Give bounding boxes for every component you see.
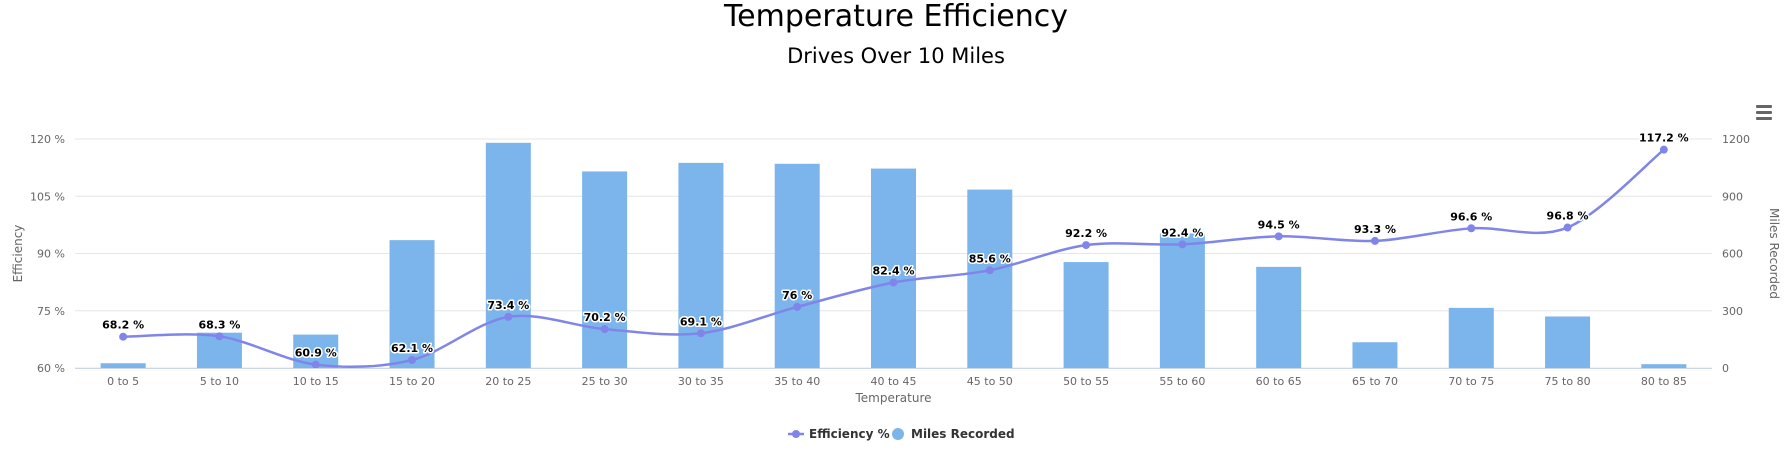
x-tick-label: 35 to 40 — [774, 375, 820, 388]
line-point[interactable] — [1467, 224, 1476, 233]
data-label: 68.2 % — [102, 319, 144, 332]
data-label: 92.4 % — [1161, 226, 1203, 239]
line-point[interactable] — [1563, 223, 1572, 232]
y-left-tick-label: 105 % — [30, 190, 65, 203]
x-tick-label: 70 to 75 — [1448, 375, 1494, 388]
legend-bar-symbol — [892, 428, 904, 440]
bar[interactable] — [1641, 364, 1687, 368]
bar[interactable] — [100, 363, 146, 368]
data-label: 76 % — [782, 289, 812, 302]
legend-label: Miles Recorded — [911, 427, 1015, 441]
x-tick-label: 20 to 25 — [485, 375, 531, 388]
y-left-tick-label: 120 % — [30, 133, 65, 146]
line-point[interactable] — [793, 302, 802, 311]
line-point[interactable] — [215, 332, 224, 341]
bar[interactable] — [1063, 262, 1109, 368]
y-left-tick-label: 60 % — [37, 362, 65, 375]
y-right-tick-label: 1200 — [1722, 133, 1750, 146]
bar[interactable] — [1159, 233, 1205, 368]
y-left-tick-label: 75 % — [37, 305, 65, 318]
y-left-tick-label: 90 % — [37, 248, 65, 261]
x-tick-label: 45 to 50 — [967, 375, 1013, 388]
x-tick-label: 5 to 10 — [200, 375, 239, 388]
line-point[interactable] — [696, 329, 705, 338]
line-point[interactable] — [1659, 145, 1668, 154]
data-label: 94.5 % — [1258, 218, 1300, 231]
data-label: 93.3 % — [1354, 223, 1396, 236]
data-label: 69.1 % — [680, 315, 722, 328]
line-point[interactable] — [889, 278, 898, 287]
bar[interactable] — [1352, 342, 1398, 368]
bar[interactable] — [774, 163, 820, 368]
line-point[interactable] — [408, 355, 417, 364]
x-tick-label: 65 to 70 — [1352, 375, 1398, 388]
y-right-tick-label: 300 — [1722, 305, 1743, 318]
line-point[interactable] — [119, 332, 128, 341]
data-label: 62.1 % — [391, 342, 433, 355]
line-point[interactable] — [1178, 240, 1187, 249]
x-tick-label: 10 to 15 — [293, 375, 339, 388]
data-label: 96.6 % — [1450, 210, 1492, 223]
y-right-tick-label: 900 — [1722, 190, 1743, 203]
bar[interactable] — [1545, 316, 1591, 368]
line-point[interactable] — [1082, 241, 1091, 250]
y-right-tick-label: 600 — [1722, 248, 1743, 261]
y-left-axis-title: Efficiency — [11, 225, 25, 283]
x-tick-label: 0 to 5 — [107, 375, 139, 388]
legend-label: Efficiency % — [809, 427, 890, 441]
data-label: 73.4 % — [487, 299, 529, 312]
chart-title: Temperature Efficiency — [723, 0, 1069, 34]
x-tick-label: 25 to 30 — [582, 375, 628, 388]
x-tick-label: 55 to 60 — [1159, 375, 1205, 388]
bar[interactable] — [967, 189, 1013, 368]
data-label: 85.6 % — [969, 252, 1011, 265]
line-point[interactable] — [600, 325, 609, 334]
bar[interactable] — [1448, 307, 1494, 368]
x-axis-title: Temperature — [854, 391, 931, 405]
bar[interactable] — [389, 240, 435, 368]
chart-subtitle: Drives Over 10 Miles — [787, 44, 1005, 68]
data-label: 70.2 % — [584, 311, 626, 324]
axes: 60 % 75 % 90 % 105 % 120 % 0 300 600 900 1200 0 to… — [11, 133, 1781, 405]
data-label: 117.2 % — [1639, 132, 1689, 145]
line-point[interactable] — [1370, 236, 1379, 245]
y-right-axis-title: Miles Recorded — [1767, 208, 1781, 299]
x-tick-label: 60 to 65 — [1256, 375, 1302, 388]
x-tick-label: 75 to 80 — [1545, 375, 1591, 388]
data-label: 92.2 % — [1065, 227, 1107, 240]
legend-item-miles[interactable]: Miles Recorded — [892, 427, 1015, 441]
line-point[interactable] — [504, 312, 513, 321]
legend: Efficiency % Miles Recorded — [788, 427, 1015, 441]
data-label: 96.8 % — [1547, 210, 1589, 223]
data-label: 82.4 % — [873, 265, 915, 278]
x-tick-label: 80 to 85 — [1641, 375, 1687, 388]
x-tick-label: 15 to 20 — [389, 375, 435, 388]
bar[interactable] — [485, 142, 531, 368]
legend-point-symbol — [792, 430, 800, 438]
line-point[interactable] — [311, 360, 320, 369]
x-tick-label: 40 to 45 — [870, 375, 916, 388]
data-label: 60.9 % — [295, 347, 337, 360]
y-right-tick-label: 0 — [1722, 362, 1729, 375]
bar[interactable] — [871, 168, 916, 368]
line-series — [119, 145, 1668, 369]
bar[interactable] — [582, 171, 628, 368]
x-tick-label: 30 to 35 — [678, 375, 724, 388]
bar[interactable] — [1256, 266, 1302, 368]
legend-item-efficiency[interactable]: Efficiency % — [788, 427, 890, 441]
bar-series — [100, 142, 1687, 368]
data-labels: 68.2 % 68.3 % 60.9 % 62.1 % 73.4 % 70.2 % 69.1… — [101, 130, 1691, 361]
line-point[interactable] — [1274, 232, 1283, 241]
line-point[interactable] — [985, 266, 994, 275]
data-label: 68.3 % — [198, 318, 240, 331]
x-tick-label: 50 to 55 — [1063, 375, 1109, 388]
hamburger-menu-icon[interactable] — [1754, 104, 1774, 122]
